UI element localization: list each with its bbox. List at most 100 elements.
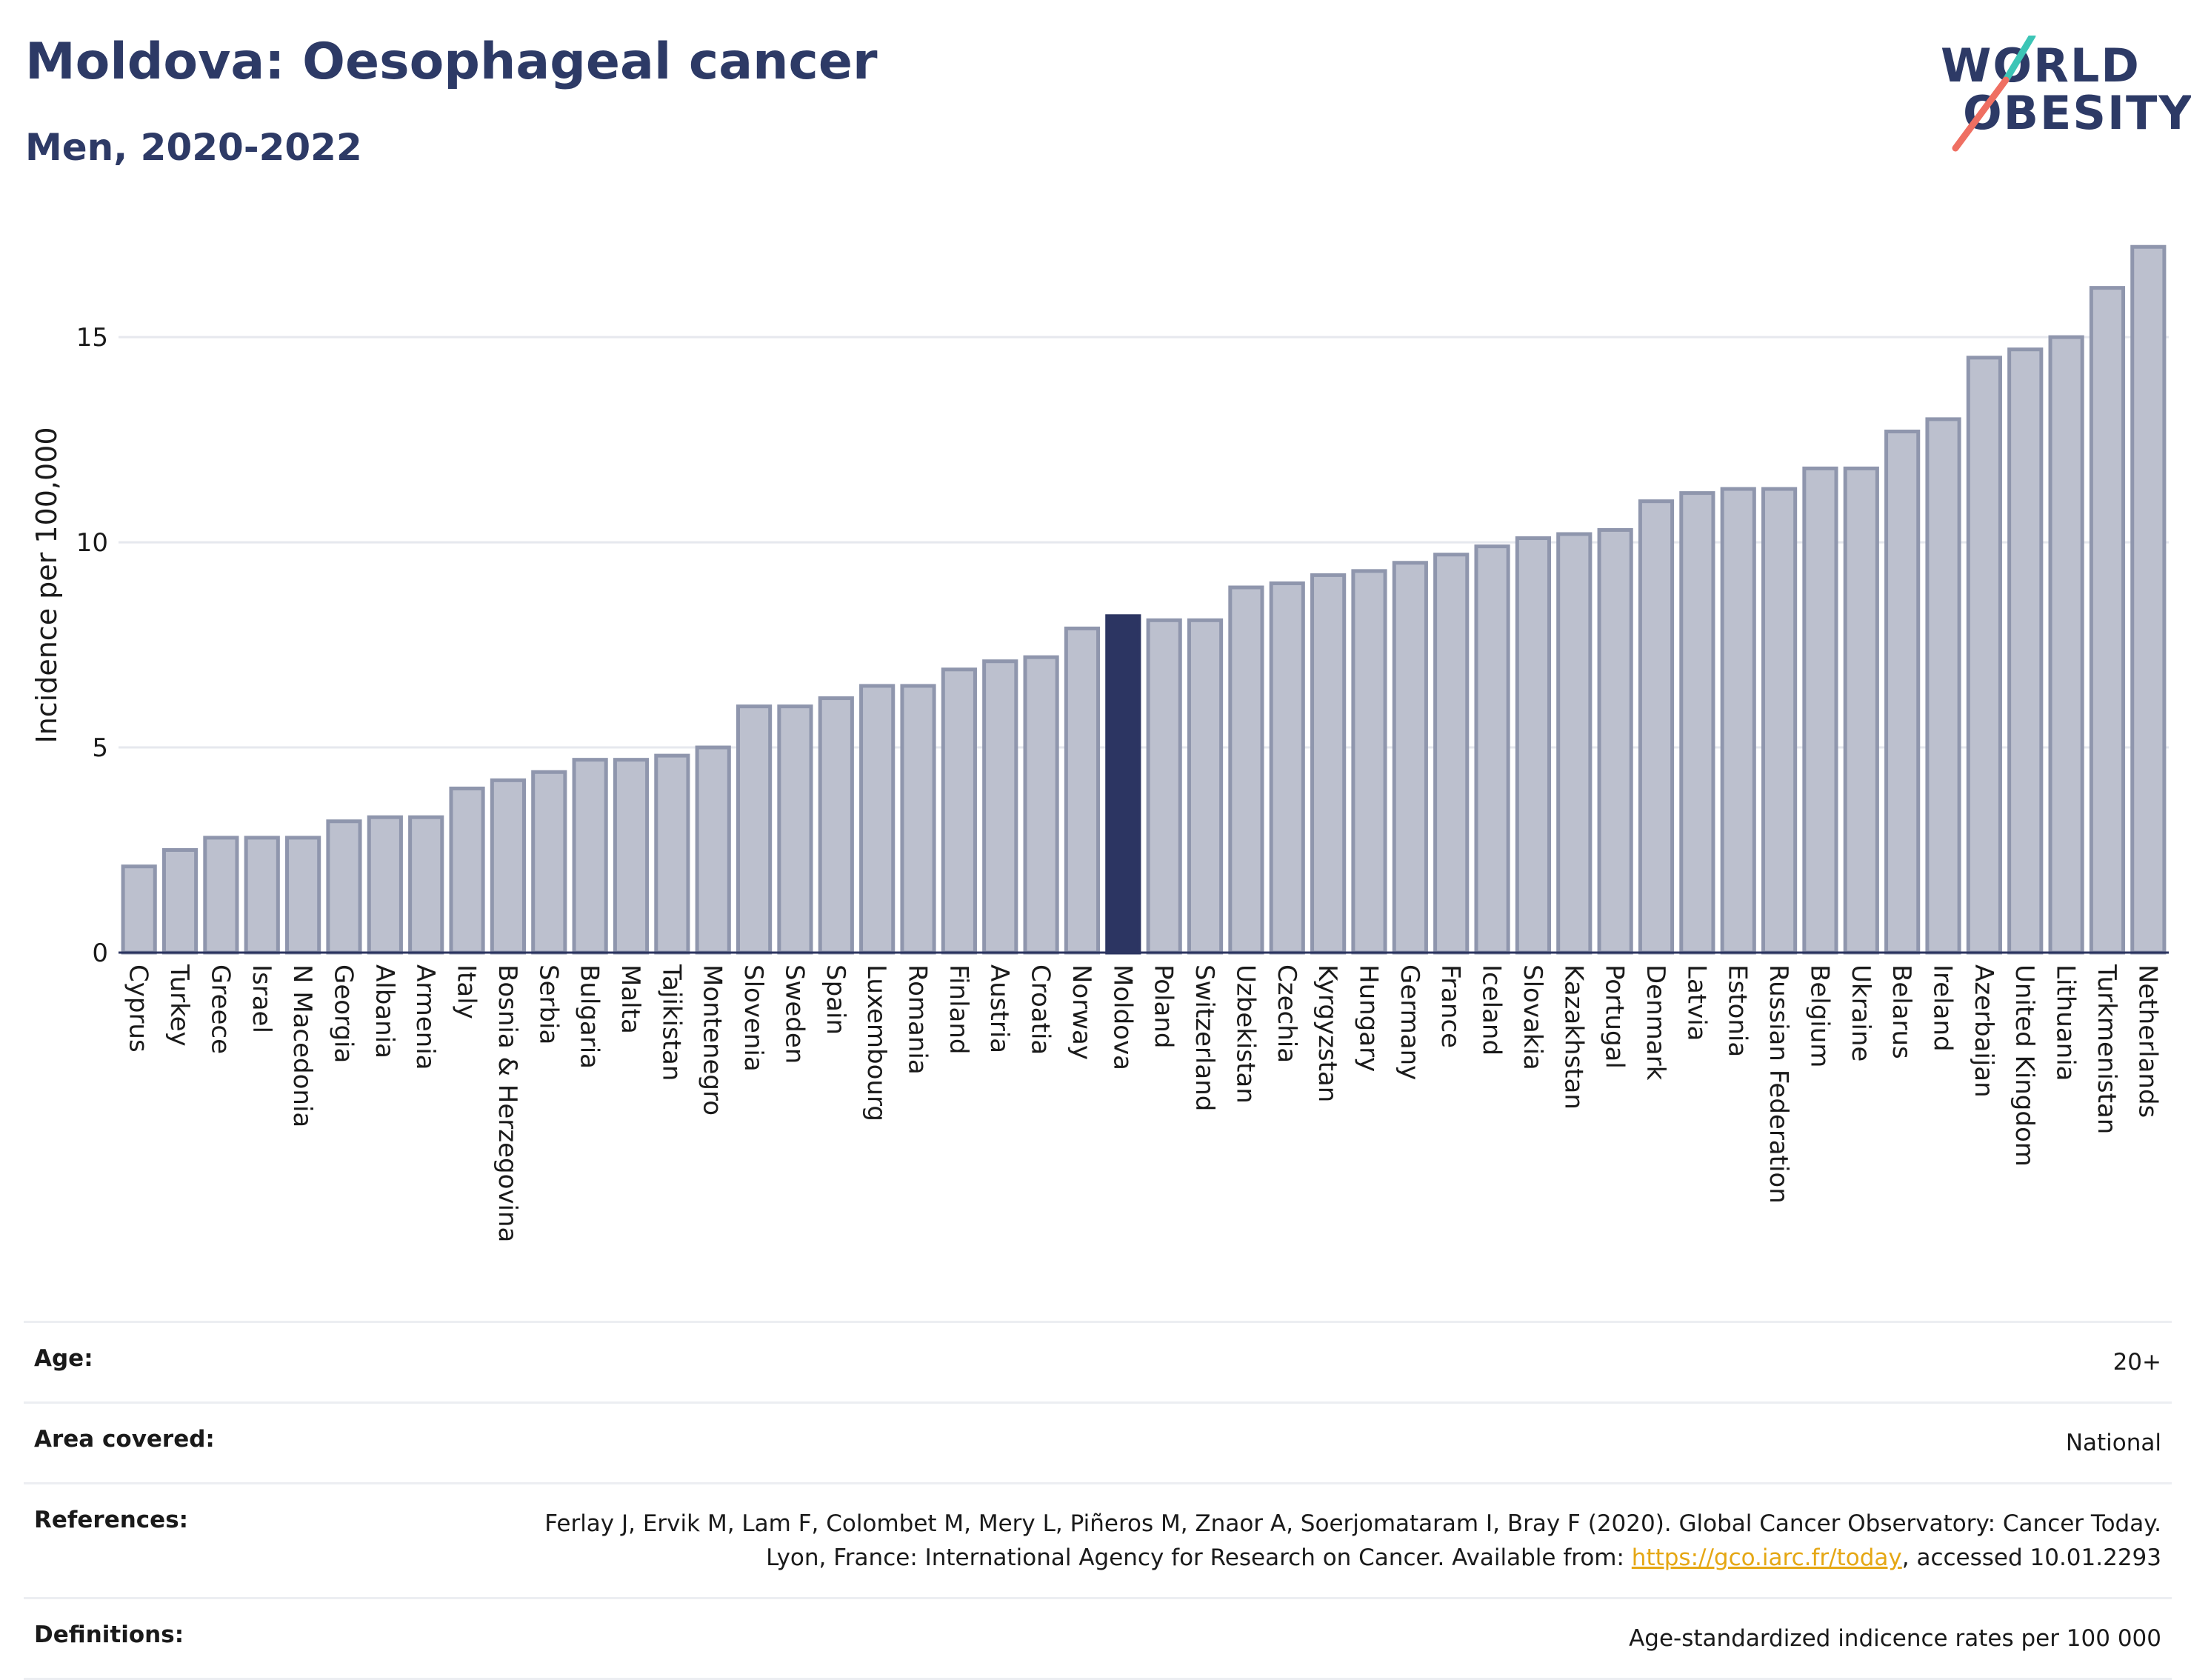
- info-row-definitions: Definitions: Age-standardized indicence …: [24, 1597, 2172, 1680]
- x-tick-label: Uzbekistan: [1230, 964, 1260, 1104]
- x-tick-label: Spain: [821, 964, 850, 1035]
- bar-israel: [244, 836, 280, 955]
- bar-greece: [203, 836, 239, 955]
- x-tick-label: Poland: [1149, 964, 1178, 1049]
- bar-netherlands: [2130, 244, 2167, 955]
- bar-moldova: [1105, 614, 1141, 955]
- x-tick-label: Luxembourg: [861, 964, 891, 1121]
- x-tick-label: Latvia: [1681, 964, 1711, 1041]
- logo-slash-icon: [1952, 36, 2036, 152]
- x-tick-label: Kazakhstan: [1558, 964, 1588, 1110]
- bar-france: [1433, 553, 1470, 955]
- definitions-label: Definitions:: [34, 1621, 184, 1648]
- x-tick-label: Cyprus: [124, 964, 153, 1053]
- bar-slovenia: [736, 704, 773, 955]
- age-value: 20+: [2112, 1349, 2161, 1376]
- bar-finland: [941, 667, 977, 955]
- x-tick-label: Estonia: [1723, 964, 1753, 1057]
- y-axis-ticks: 0 5 10 15: [76, 323, 108, 968]
- y-tick-label: 10: [76, 528, 108, 558]
- bar-chart: 0 5 10 15 Cyprus Turkey Greece Israel N Macedon…: [30, 244, 2169, 1242]
- bar-serbia: [531, 770, 567, 955]
- x-tick-label: Switzerland: [1190, 964, 1219, 1111]
- bar-estonia: [1720, 487, 1756, 955]
- y-axis-title: Incidence per 100,000: [30, 427, 63, 743]
- bar-germany: [1392, 561, 1428, 955]
- chart-title: Moldova: Oesophageal cancer: [25, 33, 878, 91]
- x-tick-label: Armenia: [410, 964, 440, 1070]
- x-tick-label: Greece: [205, 964, 235, 1054]
- bar-italy: [449, 786, 485, 955]
- references-value: Ferlay J, Ervik M, Lam F, Colombet M, Me…: [532, 1507, 2161, 1575]
- x-axis-labels: Cyprus Turkey Greece Israel N Macedonia Georg…: [124, 964, 2163, 1242]
- x-tick-label: Denmark: [1641, 964, 1670, 1081]
- bar-belarus: [1884, 430, 1921, 955]
- x-tick-label: Germany: [1395, 964, 1424, 1080]
- x-tick-label: Italy: [452, 964, 481, 1019]
- bar-sweden: [777, 704, 813, 955]
- bar-latvia: [1679, 491, 1715, 955]
- bar-kyrgyzstan: [1310, 573, 1347, 955]
- bar-malta: [613, 758, 650, 955]
- bar-n-macedonia: [285, 836, 321, 955]
- x-tick-label: Slovenia: [738, 964, 768, 1072]
- world-obesity-logo: WORLD OBESITY: [1933, 36, 2191, 161]
- bar-bulgaria: [572, 758, 608, 955]
- references-link[interactable]: https://gco.iarc.fr/today: [1631, 1544, 1902, 1571]
- x-tick-label: Bulgaria: [575, 964, 604, 1069]
- references-label: References:: [34, 1507, 189, 1533]
- references-accessed: , accessed 10.01.2293: [1901, 1544, 2161, 1571]
- x-tick-label: Serbia: [533, 964, 563, 1044]
- bar-turkmenistan: [2089, 286, 2126, 955]
- x-tick-label: Azerbaijan: [1969, 964, 1998, 1098]
- bar-albania: [367, 815, 403, 955]
- x-tick-label: United Kingdom: [2010, 964, 2039, 1167]
- references-text: Ferlay J, Ervik M, Lam F, Colombet M, Me…: [544, 1510, 2161, 1571]
- bar-lithuania: [2048, 335, 2084, 955]
- x-tick-label: Iceland: [1477, 964, 1507, 1056]
- bar-denmark: [1638, 499, 1675, 955]
- x-tick-label: Georgia: [328, 964, 358, 1063]
- bar-iceland: [1474, 544, 1510, 955]
- x-tick-label: Ireland: [1928, 964, 1958, 1052]
- bar-kazakhstan: [1556, 532, 1593, 955]
- x-tick-label: Finland: [944, 964, 973, 1055]
- bar-armenia: [408, 815, 444, 955]
- x-tick-label: Russian Federation: [1764, 964, 1793, 1204]
- x-tick-label: Bosnia & Herzegovina: [493, 964, 522, 1242]
- x-tick-label: Turkmenistan: [2092, 964, 2121, 1134]
- bar-belgium: [1802, 466, 1838, 955]
- x-tick-label: Croatia: [1026, 964, 1056, 1055]
- y-tick-label: 5: [92, 733, 108, 763]
- bar-norway: [1064, 626, 1101, 955]
- age-label: Age:: [34, 1345, 93, 1372]
- area-value: National: [2065, 1430, 2161, 1456]
- logo-line-2: OBESITY: [1963, 86, 2191, 140]
- bar-bosnia-herzegovina: [490, 778, 527, 955]
- y-tick-label: 0: [92, 939, 108, 968]
- x-tick-label: Norway: [1067, 964, 1096, 1060]
- x-tick-label: Ukraine: [1846, 964, 1875, 1061]
- bar-russian-federation: [1761, 487, 1798, 955]
- info-table: Age: 20+ Area covered: National Referenc…: [24, 1321, 2172, 1680]
- x-tick-label: Netherlands: [2132, 964, 2162, 1118]
- bar-cyprus: [121, 864, 157, 955]
- x-tick-label: Tajikistan: [656, 964, 686, 1081]
- bar-spain: [818, 696, 854, 955]
- bar-portugal: [1597, 527, 1633, 955]
- x-tick-label: France: [1435, 964, 1465, 1048]
- info-row-age: Age: 20+: [24, 1321, 2172, 1401]
- info-row-references: References: Ferlay J, Ervik M, Lam F, Co…: [24, 1482, 2172, 1597]
- x-tick-label: Belgium: [1804, 964, 1834, 1067]
- chart-subtitle: Men, 2020-2022: [25, 126, 362, 169]
- x-tick-label: Israel: [247, 964, 276, 1033]
- x-tick-label: Malta: [616, 964, 645, 1034]
- x-tick-label: Slovakia: [1518, 964, 1547, 1070]
- x-tick-label: Turkey: [164, 964, 194, 1047]
- y-tick-label: 15: [76, 323, 108, 353]
- x-tick-label: Belarus: [1887, 964, 1916, 1059]
- x-tick-label: Sweden: [779, 964, 809, 1064]
- info-row-area: Area covered: National: [24, 1401, 2172, 1482]
- bar-turkey: [161, 848, 199, 955]
- x-tick-label: Moldova: [1107, 964, 1137, 1070]
